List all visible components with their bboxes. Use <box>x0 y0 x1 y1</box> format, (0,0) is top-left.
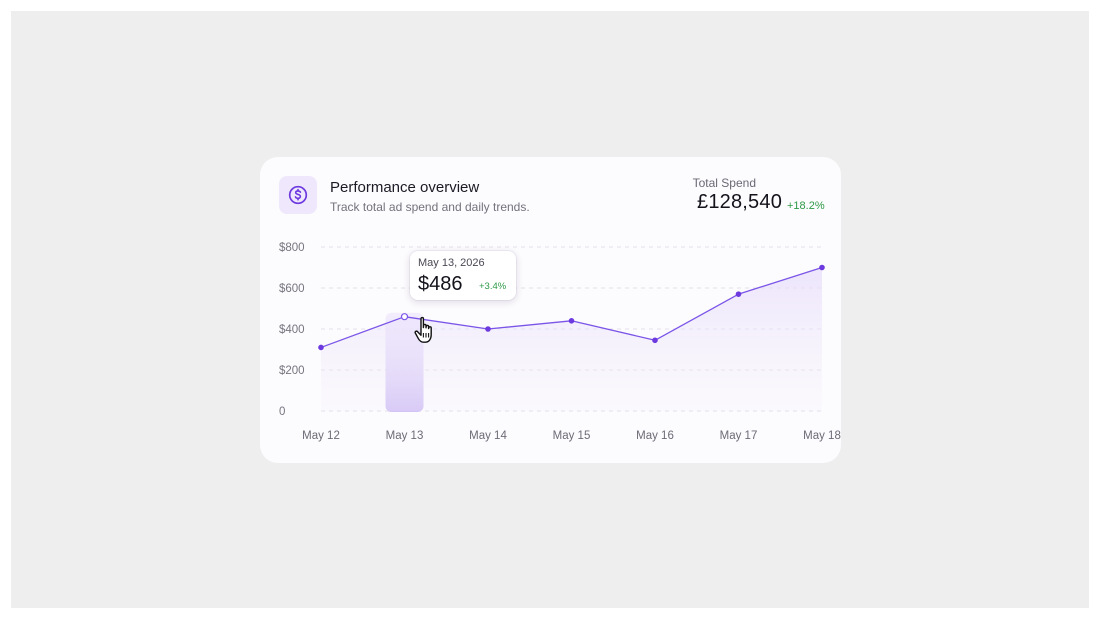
tooltip-date: May 13, 2026 <box>418 257 485 269</box>
tooltip-delta: +3.4% <box>479 281 507 292</box>
data-point <box>652 337 658 344</box>
area-fill <box>321 267 822 411</box>
total-spend-delta: +18.2% <box>787 200 825 212</box>
y-tick-label: $200 <box>279 365 305 377</box>
card-title: Performance overview <box>330 179 480 196</box>
tooltip-value: $486 <box>418 273 463 295</box>
x-tick-label: May 12 <box>302 430 340 442</box>
x-tick-label: May 16 <box>636 430 674 442</box>
area-layer <box>320 266 823 411</box>
data-point-highlighted <box>400 313 409 321</box>
x-axis: May 12 May 13 May 14 May 15 May 16 May 17 May … <box>302 430 841 442</box>
hover-tooltip: May 13, 2026 $486 +3.4% <box>410 251 516 300</box>
total-spend-value: £128,540 <box>697 191 783 213</box>
hand-pointer-icon <box>414 316 432 343</box>
x-tick-label: May 18 <box>803 430 841 442</box>
x-tick-label: May 15 <box>553 430 591 442</box>
y-tick-label: $800 <box>279 242 305 254</box>
data-point <box>735 291 742 297</box>
data-point <box>568 318 575 324</box>
point-layer <box>318 264 825 351</box>
y-axis: 0 $200 $400 $600 $800 <box>279 242 305 418</box>
x-tick-label: May 14 <box>469 430 507 442</box>
data-point <box>318 344 324 351</box>
card-subtitle: Track total ad spend and daily trends. <box>330 200 530 214</box>
y-tick-label: 0 <box>279 406 285 418</box>
x-tick-label: May 17 <box>720 430 758 442</box>
y-tick-label: $400 <box>279 324 305 336</box>
x-tick-label: May 13 <box>386 430 424 442</box>
data-point <box>485 326 491 332</box>
y-tick-label: $600 <box>279 283 305 295</box>
data-point <box>819 264 825 271</box>
dollar-icon <box>279 176 317 214</box>
total-spend-label: Total Spend <box>692 176 756 190</box>
